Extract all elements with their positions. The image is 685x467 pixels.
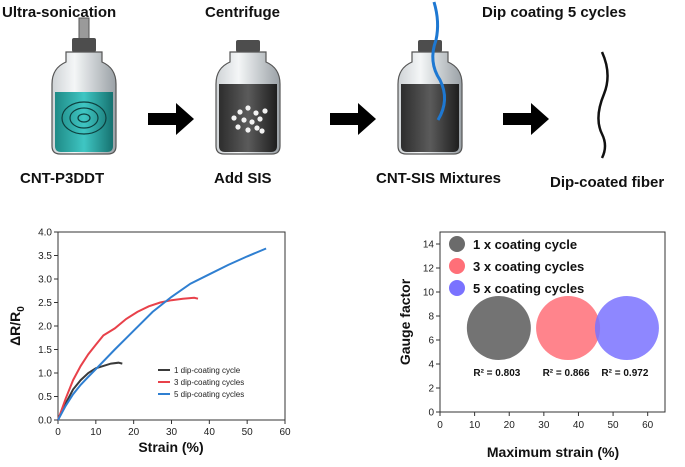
centrifuge-bottle-icon (215, 40, 281, 155)
y-tick-label: 3.0 (38, 275, 52, 286)
legend-label-1: 1 dip-coating cycle (174, 366, 241, 375)
series-line-2 (57, 296, 199, 421)
x-tick-label: 60 (642, 420, 654, 431)
r2-label-3: R² = 0.972 (601, 368, 648, 379)
x-tick-label: 40 (573, 420, 585, 431)
process-schematic (51, 1, 609, 159)
y-tick-label: 2.0 (38, 322, 52, 333)
arrow-right-icon (148, 103, 194, 135)
x-tick-label: 10 (469, 420, 481, 431)
legend-swatch-1 (449, 236, 465, 252)
plot-frame (57, 231, 286, 421)
gauge-factor-chart: 0 10 20 30 40 50 60 0 2 4 6 8 10 12 14 R² = 0.803 R² = … (397, 231, 666, 460)
step3-bottom-label: CNT-SIS Mixtures (376, 170, 502, 187)
y-tick-label: 0 (428, 408, 434, 419)
plot-frame (439, 231, 666, 413)
step2-bottom-label: Add SIS (214, 170, 272, 187)
x-axis-label: Maximum strain (%) (487, 444, 619, 460)
x-tick-label: 10 (90, 427, 102, 438)
step3-top-label: Dip coating 5 cycles (482, 4, 627, 21)
sonication-bottle-icon (51, 17, 117, 155)
dip-coating-bottle-icon (397, 1, 463, 155)
y-tick-label: 2 (428, 384, 434, 395)
arrow-right-icon (330, 103, 376, 135)
arrow-right-icon (503, 103, 549, 135)
x-axis-label: Strain (%) (138, 439, 203, 455)
y-tick-label: 12 (423, 264, 435, 275)
legend-label-3: 5 x coating cycles (473, 281, 584, 296)
step2-top-label: Centrifuge (205, 4, 280, 21)
y-tick-label: 3.5 (38, 251, 52, 262)
x-tick-label: 60 (279, 427, 291, 438)
fiber-line (431, 1, 446, 121)
x-tick-label: 0 (55, 427, 61, 438)
step1-bottom-label: CNT-P3DDT (20, 170, 105, 187)
x-tick-label: 30 (166, 427, 178, 438)
legend-swatch-2 (449, 258, 465, 274)
legend-label-1: 1 x coating cycle (473, 237, 577, 252)
y-tick-label: 1.5 (38, 345, 52, 356)
x-tick-label: 20 (504, 420, 516, 431)
y-tick-label: 8 (428, 312, 434, 323)
y-tick-label: 0.0 (38, 416, 52, 427)
step4-bottom-label: Dip-coated fiber (550, 174, 665, 191)
y-tick-label: 4 (428, 360, 434, 371)
step1-top-label: Ultra-sonication (2, 4, 117, 21)
series-line-1 (57, 361, 123, 421)
y-axis-label: ΔR/R0 (7, 306, 27, 346)
y-tick-label: 4.0 (38, 228, 52, 239)
x-tick-label: 30 (538, 420, 550, 431)
x-tick-label: 50 (242, 427, 254, 438)
series-line-3 (57, 247, 267, 421)
r2-label-2: R² = 0.866 (543, 368, 590, 379)
bubble-2 (536, 296, 601, 360)
y-tick-label: 2.5 (38, 298, 52, 309)
y-tick-label: 14 (423, 240, 435, 251)
r2-label-1: R² = 0.803 (473, 368, 520, 379)
x-tick-label: 20 (128, 427, 140, 438)
bubble-3 (594, 296, 659, 360)
x-tick-label: 40 (204, 427, 216, 438)
x-tick-label: 0 (437, 420, 443, 431)
y-tick-label: 6 (428, 336, 434, 347)
legend-label-2: 3 x coating cycles (473, 259, 584, 274)
bubble-1 (466, 296, 531, 360)
legend-label-3: 5 dip-coating cycles (174, 390, 244, 399)
legend-label-2: 3 dip-coating cycles (174, 378, 244, 387)
y-tick-label: 10 (423, 288, 435, 299)
x-tick-label: 50 (608, 420, 620, 431)
coated-fiber-icon (597, 51, 609, 159)
y-tick-label: 0.5 (38, 392, 52, 403)
resistance-strain-chart: 0 10 20 30 40 50 60 0.0 0.5 1.0 1.5 2.0 2.5 3.0 3.5 4.0… (7, 228, 291, 456)
y-axis-label: Gauge factor (397, 278, 413, 365)
legend-swatch-3 (449, 280, 465, 296)
y-tick-label: 1.0 (38, 369, 52, 380)
